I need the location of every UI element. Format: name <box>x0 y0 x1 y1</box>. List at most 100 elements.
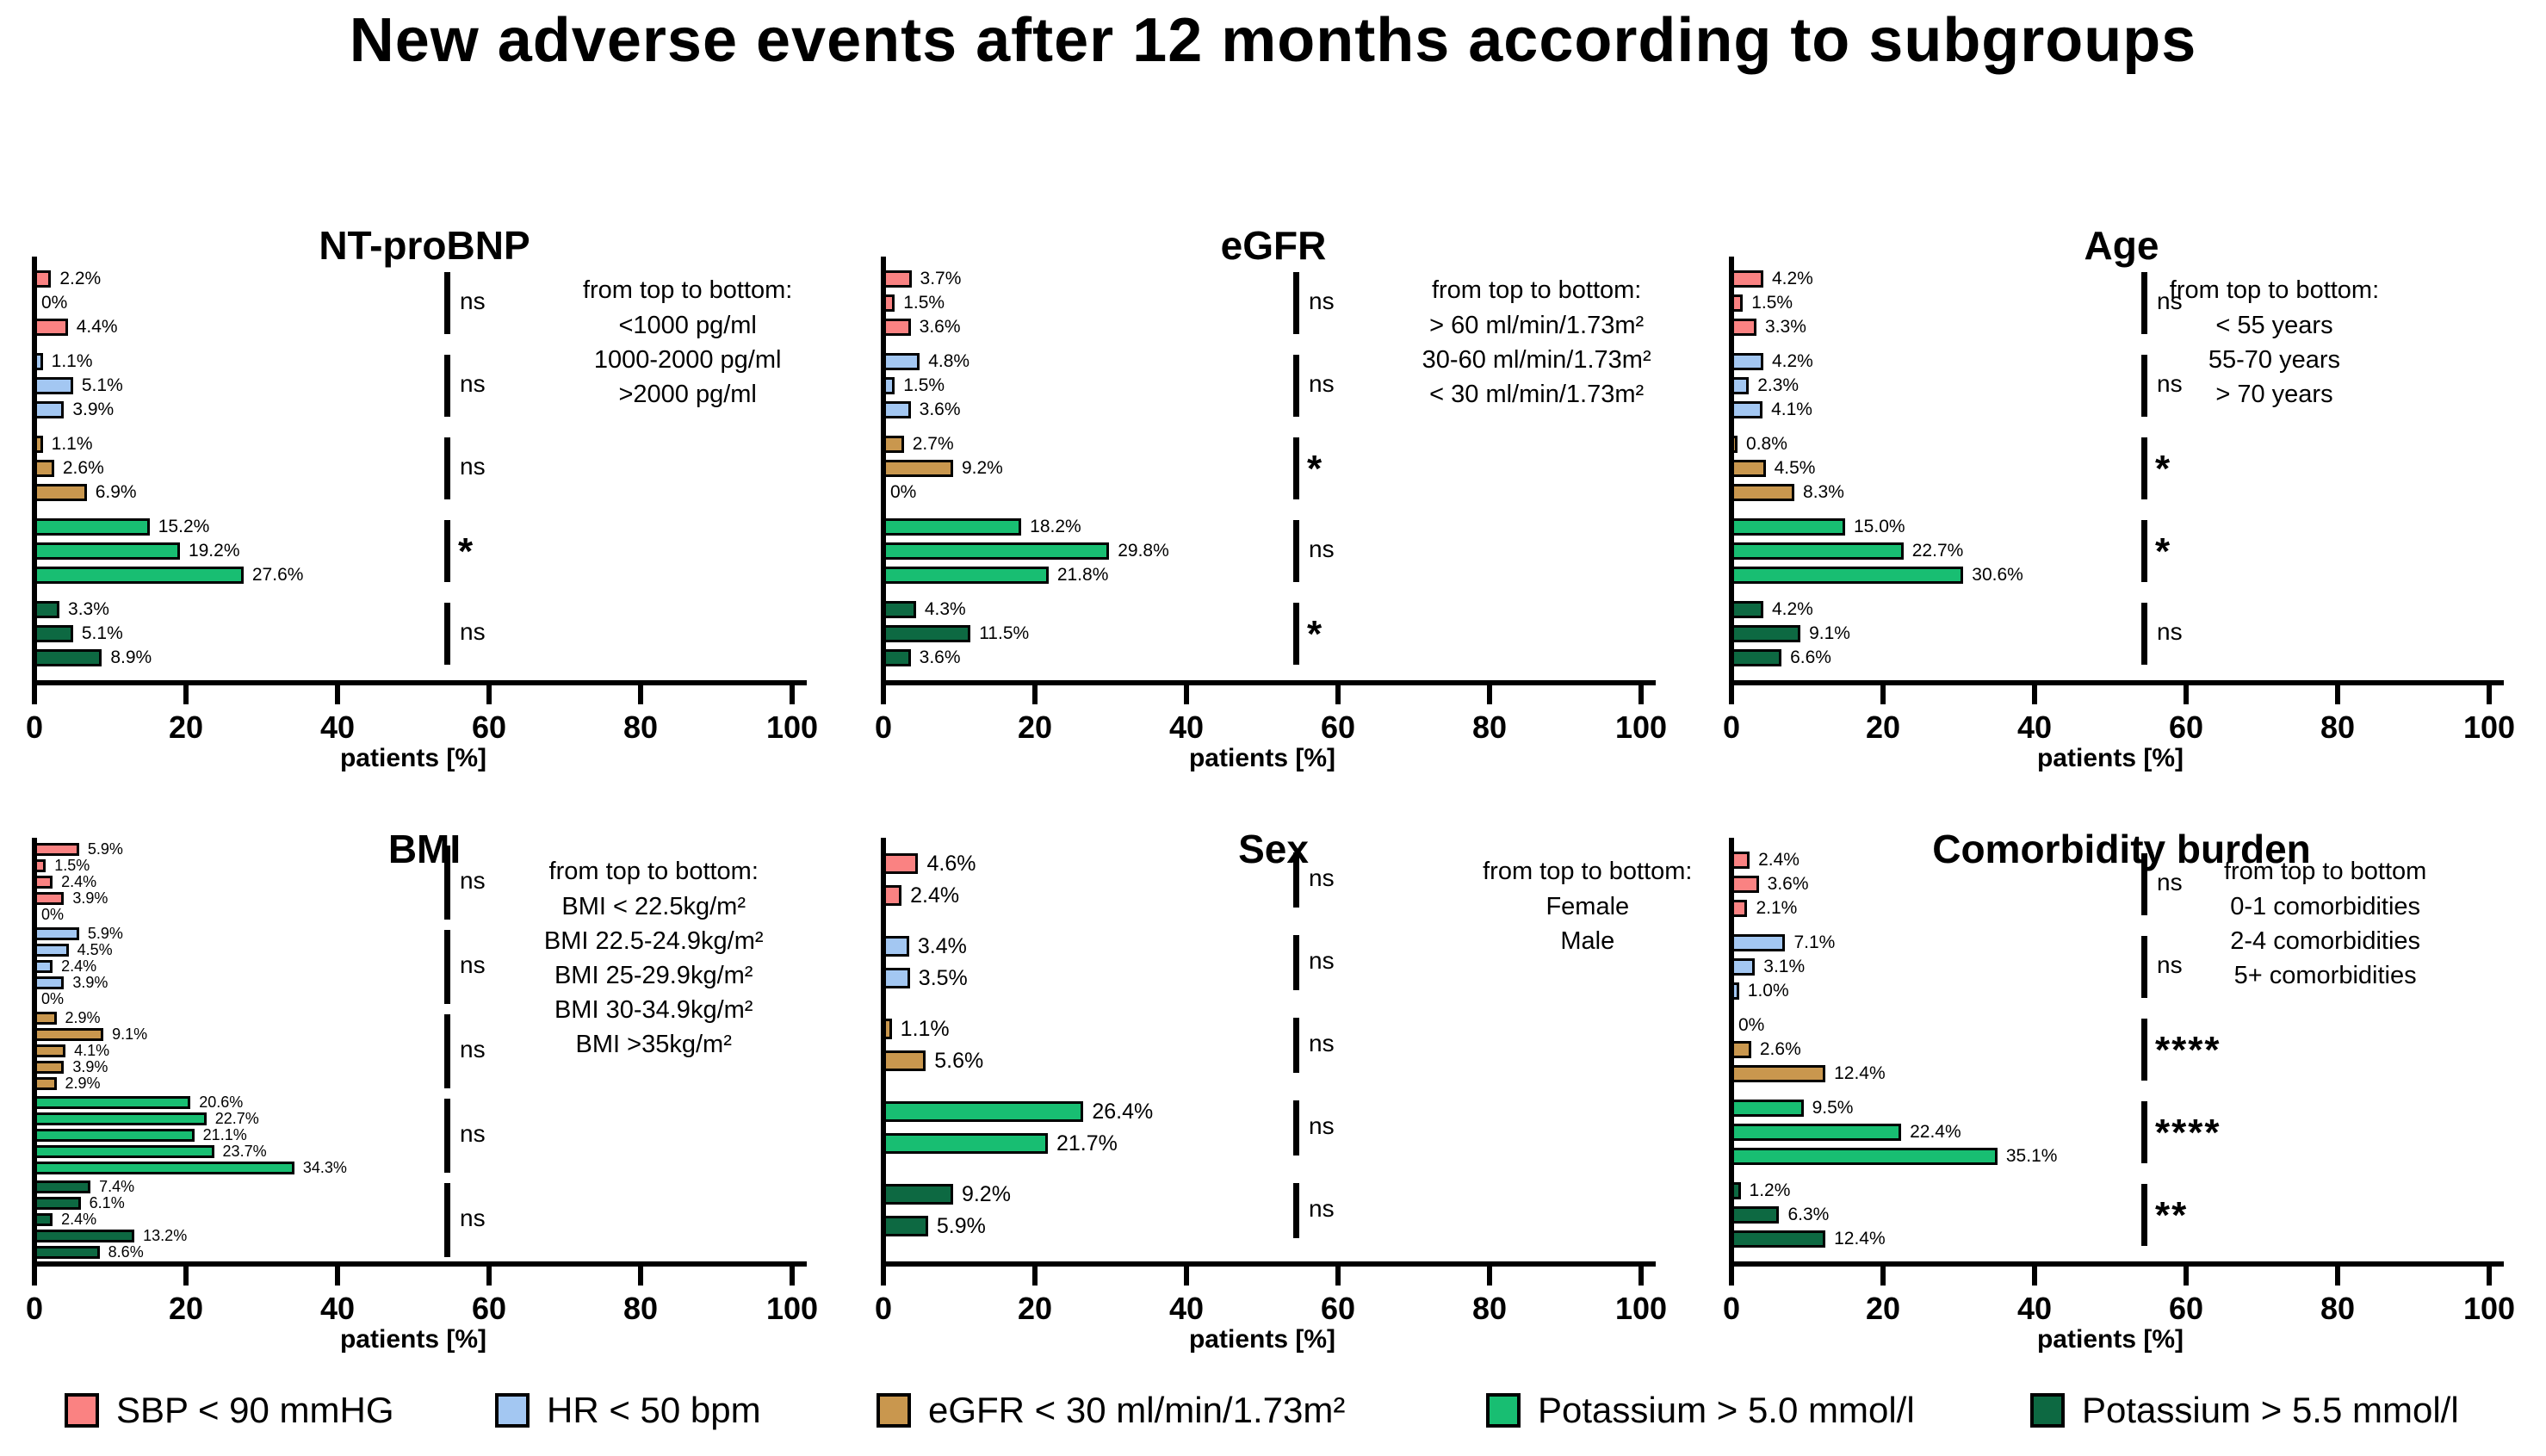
bar <box>34 1197 81 1210</box>
significance-bracket <box>1293 355 1299 417</box>
significance-bracket <box>1293 1100 1299 1156</box>
bar <box>34 1162 294 1174</box>
annotation-line: > 60 ml/min/1.73m² <box>1429 312 1645 339</box>
legend-item-sbp: SBP < 90 mmHG <box>65 1376 394 1445</box>
significance-bracket <box>2141 1184 2147 1246</box>
bar <box>34 649 102 666</box>
bar <box>34 1012 57 1025</box>
bar <box>883 377 895 394</box>
bar-value-label: 23.7% <box>222 1143 267 1160</box>
bar-value-label: 3.6% <box>919 400 961 419</box>
x-tick <box>2184 682 2189 704</box>
bar <box>1731 601 1763 618</box>
bar-value-label: 2.9% <box>65 1009 101 1026</box>
annotation-line: >2000 pg/ml <box>618 381 757 408</box>
bar-value-label: 2.6% <box>1759 1039 1801 1059</box>
significance-bracket <box>444 1098 450 1173</box>
bar <box>34 1230 135 1242</box>
annotation-header: from top to bottom: <box>1483 858 1693 885</box>
significance-bracket <box>2141 520 2147 582</box>
bar <box>34 944 69 957</box>
significance-label: ns <box>460 866 486 894</box>
x-tick <box>881 1263 886 1286</box>
significance-label: * <box>2155 530 2172 573</box>
bar <box>1731 958 1756 976</box>
x-tick-label: 100 <box>1614 709 1668 745</box>
bar-value-label: 5.6% <box>934 1049 984 1073</box>
x-tick-label: 60 <box>2168 1291 2204 1326</box>
significance-bracket <box>444 929 450 1004</box>
x-tick <box>1638 1263 1644 1286</box>
significance-label: ns <box>460 370 486 397</box>
significance-label: **** <box>2155 1112 2221 1154</box>
x-tick-label: 40 <box>319 1291 356 1326</box>
x-tick-label: 100 <box>765 709 819 745</box>
bar-value-label: 1.5% <box>903 293 945 313</box>
bar-value-label: 3.1% <box>1763 957 1806 976</box>
significance-bracket <box>1293 1182 1299 1238</box>
bar <box>883 542 1110 560</box>
legend-item-hr: HR < 50 bpm <box>495 1376 761 1445</box>
x-tick <box>1335 1263 1341 1286</box>
significance-label: ns <box>1309 1194 1335 1222</box>
significance-label: * <box>1307 448 1324 490</box>
annotation-line: BMI 30-34.9kg/m² <box>554 996 753 1024</box>
x-tick <box>638 682 643 704</box>
bar-value-label: 6.3% <box>1787 1205 1830 1224</box>
bar <box>1731 900 1748 917</box>
x-tick <box>1184 1263 1189 1286</box>
bar <box>883 1101 1084 1122</box>
bar-value-label: 2.9% <box>65 1075 101 1092</box>
significance-label: * <box>2155 448 2172 490</box>
bar-value-label: 3.5% <box>918 966 968 990</box>
bar-value-label: 1.5% <box>1751 293 1793 313</box>
bar-value-label: 6.1% <box>89 1194 125 1211</box>
x-tick <box>1729 1263 1734 1286</box>
panel-title: NT-proBNP <box>319 223 530 269</box>
significance-label: ns <box>460 618 486 645</box>
bar-value-label: 2.1% <box>1756 898 1798 918</box>
x-tick-label: 0 <box>874 709 893 745</box>
x-axis <box>881 1261 1656 1267</box>
bar <box>34 518 150 536</box>
legend-item-egfr: eGFR < 30 ml/min/1.73m² <box>877 1376 1345 1445</box>
panel-title: eGFR <box>1220 223 1327 269</box>
bar <box>34 353 43 370</box>
bar <box>883 649 911 666</box>
bar-value-label: 20.6% <box>199 1094 244 1111</box>
significance-bracket <box>2141 437 2147 499</box>
bar <box>883 460 953 477</box>
significance-label: * <box>458 530 475 573</box>
bar <box>1731 649 1782 666</box>
bar <box>34 542 180 560</box>
significance-bracket <box>1293 934 1299 990</box>
subgroup-annotation: from top to bottom: <1000 pg/ml 1000-2000 … <box>526 272 849 412</box>
x-tick-label: 80 <box>623 709 659 745</box>
bar <box>34 960 53 973</box>
bar-value-label: 22.7% <box>1911 541 1964 561</box>
bar <box>1731 353 1763 370</box>
significance-label: ns <box>460 453 486 480</box>
significance-bracket <box>444 1182 450 1257</box>
bar <box>34 1129 195 1142</box>
bar-value-label: 4.2% <box>1771 269 1813 288</box>
bar-value-label: 4.2% <box>1771 351 1813 371</box>
plot-area: 0 20 40 60 80 100 5.9% 1.5% 2.4% 3.9% 0% ns 5.9% 4.5%… <box>26 838 818 1326</box>
x-tick <box>790 1263 795 1286</box>
x-tick <box>335 1263 340 1286</box>
panel-age: Age 0 20 40 60 80 100 4.2% 1.5% 3.3% ns 4.2% 2.3% 4.… <box>1697 103 2546 772</box>
x-tick-label: 100 <box>765 1291 819 1326</box>
significance-bracket <box>2141 1019 2147 1081</box>
bar <box>883 936 909 957</box>
bar-value-label: 8.6% <box>108 1243 144 1261</box>
x-tick-label: 20 <box>1017 1291 1053 1326</box>
panel-egfr: eGFR 0 20 40 60 80 100 3.7% 1.5% 3.6% ns 4.8% 1.5% 3… <box>849 103 1698 772</box>
significance-label: ns <box>460 1119 486 1147</box>
bar-value-label: 5.9% <box>87 840 123 858</box>
bar <box>1731 1124 1902 1141</box>
bar <box>883 353 920 370</box>
annotation-line: <1000 pg/ml <box>618 312 757 339</box>
bar-value-label: 3.9% <box>72 1058 108 1075</box>
bar <box>34 1180 91 1193</box>
bar <box>883 518 1022 536</box>
